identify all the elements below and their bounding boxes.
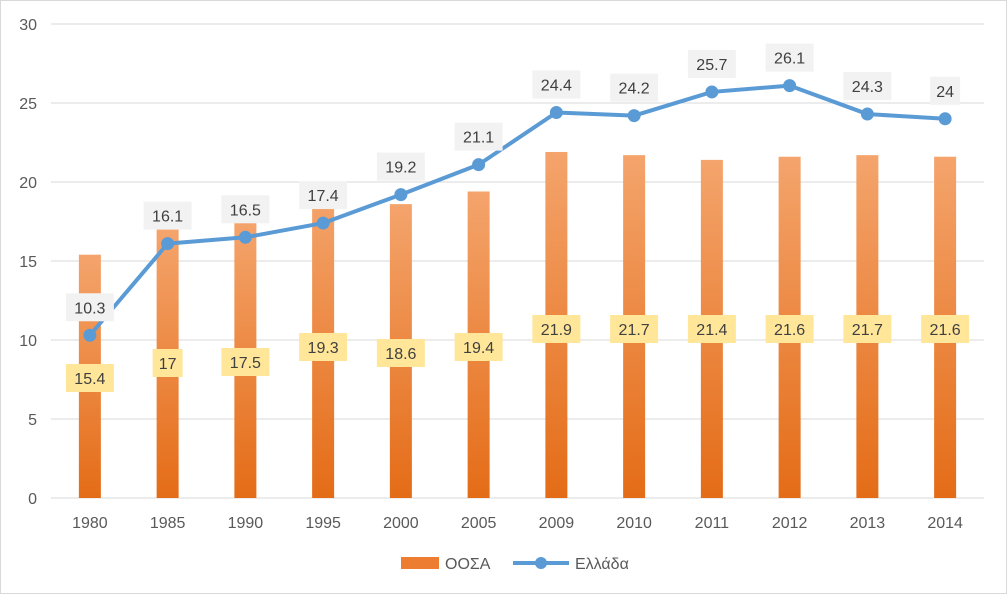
line-data-label: 16.5: [230, 202, 261, 219]
x-tick-label: 2014: [927, 515, 963, 532]
x-tick-label: 2012: [772, 515, 808, 532]
bar-data-label-bg: [221, 348, 270, 376]
bar-data-label-bg: [299, 333, 348, 361]
line-point: [83, 328, 97, 342]
line-point: [394, 188, 408, 202]
x-tick-label: 1990: [228, 515, 264, 532]
bar-data-label: 21.9: [541, 322, 572, 339]
line-data-label-bg: [454, 122, 503, 151]
line-data-label: 10.3: [74, 300, 105, 317]
line-data-label-bg: [221, 195, 270, 224]
line-data-label-bg: [843, 72, 892, 101]
x-tick-label: 1980: [72, 515, 108, 532]
legend: ΟΟΣΑ Ελλάδα: [401, 556, 629, 573]
line-point: [238, 230, 252, 244]
line-path: [87, 83, 948, 338]
line-data-label-bg: [765, 43, 814, 72]
line-data-label: 25.7: [696, 57, 727, 74]
line-point: [705, 85, 719, 99]
line-point: [627, 109, 641, 123]
line-data-label: 16.1: [152, 209, 183, 226]
line-data-label: 19.2: [385, 160, 416, 177]
x-tick-label: 1985: [150, 515, 186, 532]
line-data-label-bg: [532, 70, 581, 99]
x-tick-label: 1995: [305, 515, 341, 532]
line-data-label: 26.1: [774, 51, 805, 68]
x-tick-label: 2013: [850, 515, 886, 532]
line-point: [783, 79, 797, 93]
line-point: [161, 237, 175, 251]
bar-data-label-bg: [610, 315, 659, 343]
bar-data-label: 21.7: [852, 322, 883, 339]
line-series: [83, 79, 952, 342]
bar-data-label-bg: [765, 315, 814, 343]
y-axis: 0 5 10 15 20 25 30: [19, 17, 37, 508]
line-data-label-bg: [376, 152, 425, 181]
legend-swatch-bar: [401, 557, 439, 569]
line-data-label: 21.1: [463, 130, 494, 147]
y-tick-label: 20: [19, 175, 37, 192]
bar-data-label: 18.6: [385, 346, 416, 363]
y-tick-label: 10: [19, 333, 37, 350]
bar-data-label: 21.6: [930, 322, 961, 339]
y-tick-label: 30: [19, 17, 37, 34]
y-tick-label: 25: [19, 96, 37, 113]
y-tick-label: 5: [28, 412, 37, 429]
legend-label-bar: ΟΟΣΑ: [445, 556, 491, 573]
line-data-label-bg: [143, 201, 192, 230]
bar-data-label-bg: [532, 315, 581, 343]
line-point: [549, 105, 563, 119]
line-data-label: 24: [936, 84, 954, 101]
line-data-label: 24.4: [541, 77, 572, 94]
line-point: [472, 158, 486, 172]
bar-data-label: 19.4: [463, 340, 494, 357]
line-data-label-bg: [610, 73, 659, 102]
line-data-label: 24.3: [852, 79, 883, 96]
line-data-label-bg: [299, 181, 348, 210]
x-tick-label: 2010: [616, 515, 652, 532]
line-point: [938, 112, 952, 126]
x-axis: 1980 1985 1990 1995 2000 2005 2009 2010 2011 2012…: [72, 515, 963, 532]
bar-data-label-bg: [65, 364, 114, 392]
line-point: [860, 107, 874, 121]
x-tick-label: 2000: [383, 515, 419, 532]
bar-data-label: 15.4: [74, 371, 105, 388]
line-data-label-bg: [930, 76, 961, 105]
line-data-label-bg: [65, 293, 114, 322]
line-point: [316, 216, 330, 230]
legend-label-line: Ελλάδα: [575, 556, 629, 573]
bar-series: [78, 151, 957, 499]
bar-data-label: 19.3: [308, 340, 339, 357]
x-tick-label: 2005: [461, 515, 497, 532]
data-labels: 15.4 17 17.5 19.3 18.6 19.4 21.9 21.7 21.4 21.6 21…: [65, 43, 970, 392]
line-data-label: 24.2: [619, 81, 650, 98]
y-tick-label: 0: [28, 491, 37, 508]
bar-data-label-bg: [921, 315, 970, 343]
gridlines: [51, 23, 984, 499]
line-data-label-bg: [687, 49, 736, 78]
y-tick-label: 15: [19, 254, 37, 271]
legend-swatch-marker: [535, 557, 547, 569]
bar-data-label-bg: [843, 315, 892, 343]
bar-data-label-bg: [454, 333, 503, 361]
x-tick-label: 2009: [539, 515, 575, 532]
bar-data-label: 21.7: [619, 322, 650, 339]
bar-data-label: 21.4: [696, 322, 727, 339]
bar-data-label: 17.5: [230, 355, 261, 372]
bar-data-label: 21.6: [774, 322, 805, 339]
bar-data-label: 17: [159, 356, 177, 373]
line-data-label: 17.4: [308, 188, 339, 205]
bar-data-label-bg: [687, 315, 736, 343]
bar-data-label-bg: [152, 349, 183, 377]
bar-data-label-bg: [376, 339, 425, 367]
x-tick-label: 2011: [695, 515, 730, 532]
